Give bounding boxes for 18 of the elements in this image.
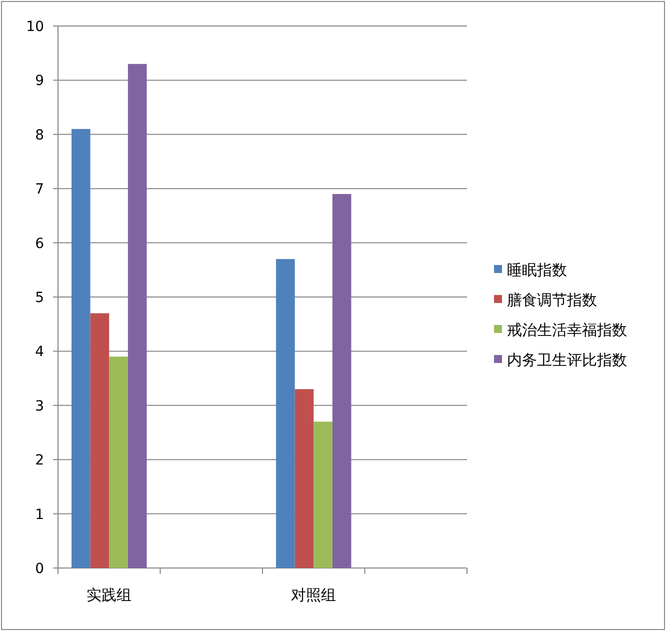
y-tick-label: 10 (26, 19, 44, 35)
y-tick-label: 5 (35, 290, 44, 306)
legend-item: 膳食调节指数 (494, 291, 597, 309)
legend-label: 睡眠指数 (507, 261, 567, 279)
y-tick-label: 2 (35, 452, 44, 469)
y-tick-label: 6 (35, 236, 44, 252)
x-tick-label: 对照组 (291, 586, 336, 604)
y-tick-label: 1 (35, 506, 44, 523)
y-tick-label: 3 (35, 398, 44, 414)
legend-item: 内务卫生评比指数 (494, 351, 627, 369)
y-tick-label: 7 (35, 182, 44, 198)
x-tick-label: 实践组 (86, 586, 132, 604)
y-tick-label: 9 (35, 73, 44, 90)
y-tick-label: 8 (35, 127, 44, 144)
legend-item: 睡眠指数 (494, 261, 567, 279)
y-tick-label: 4 (35, 344, 44, 360)
y-tick-label: 0 (35, 561, 44, 577)
legend-item: 戒治生活幸福指数 (494, 321, 627, 339)
